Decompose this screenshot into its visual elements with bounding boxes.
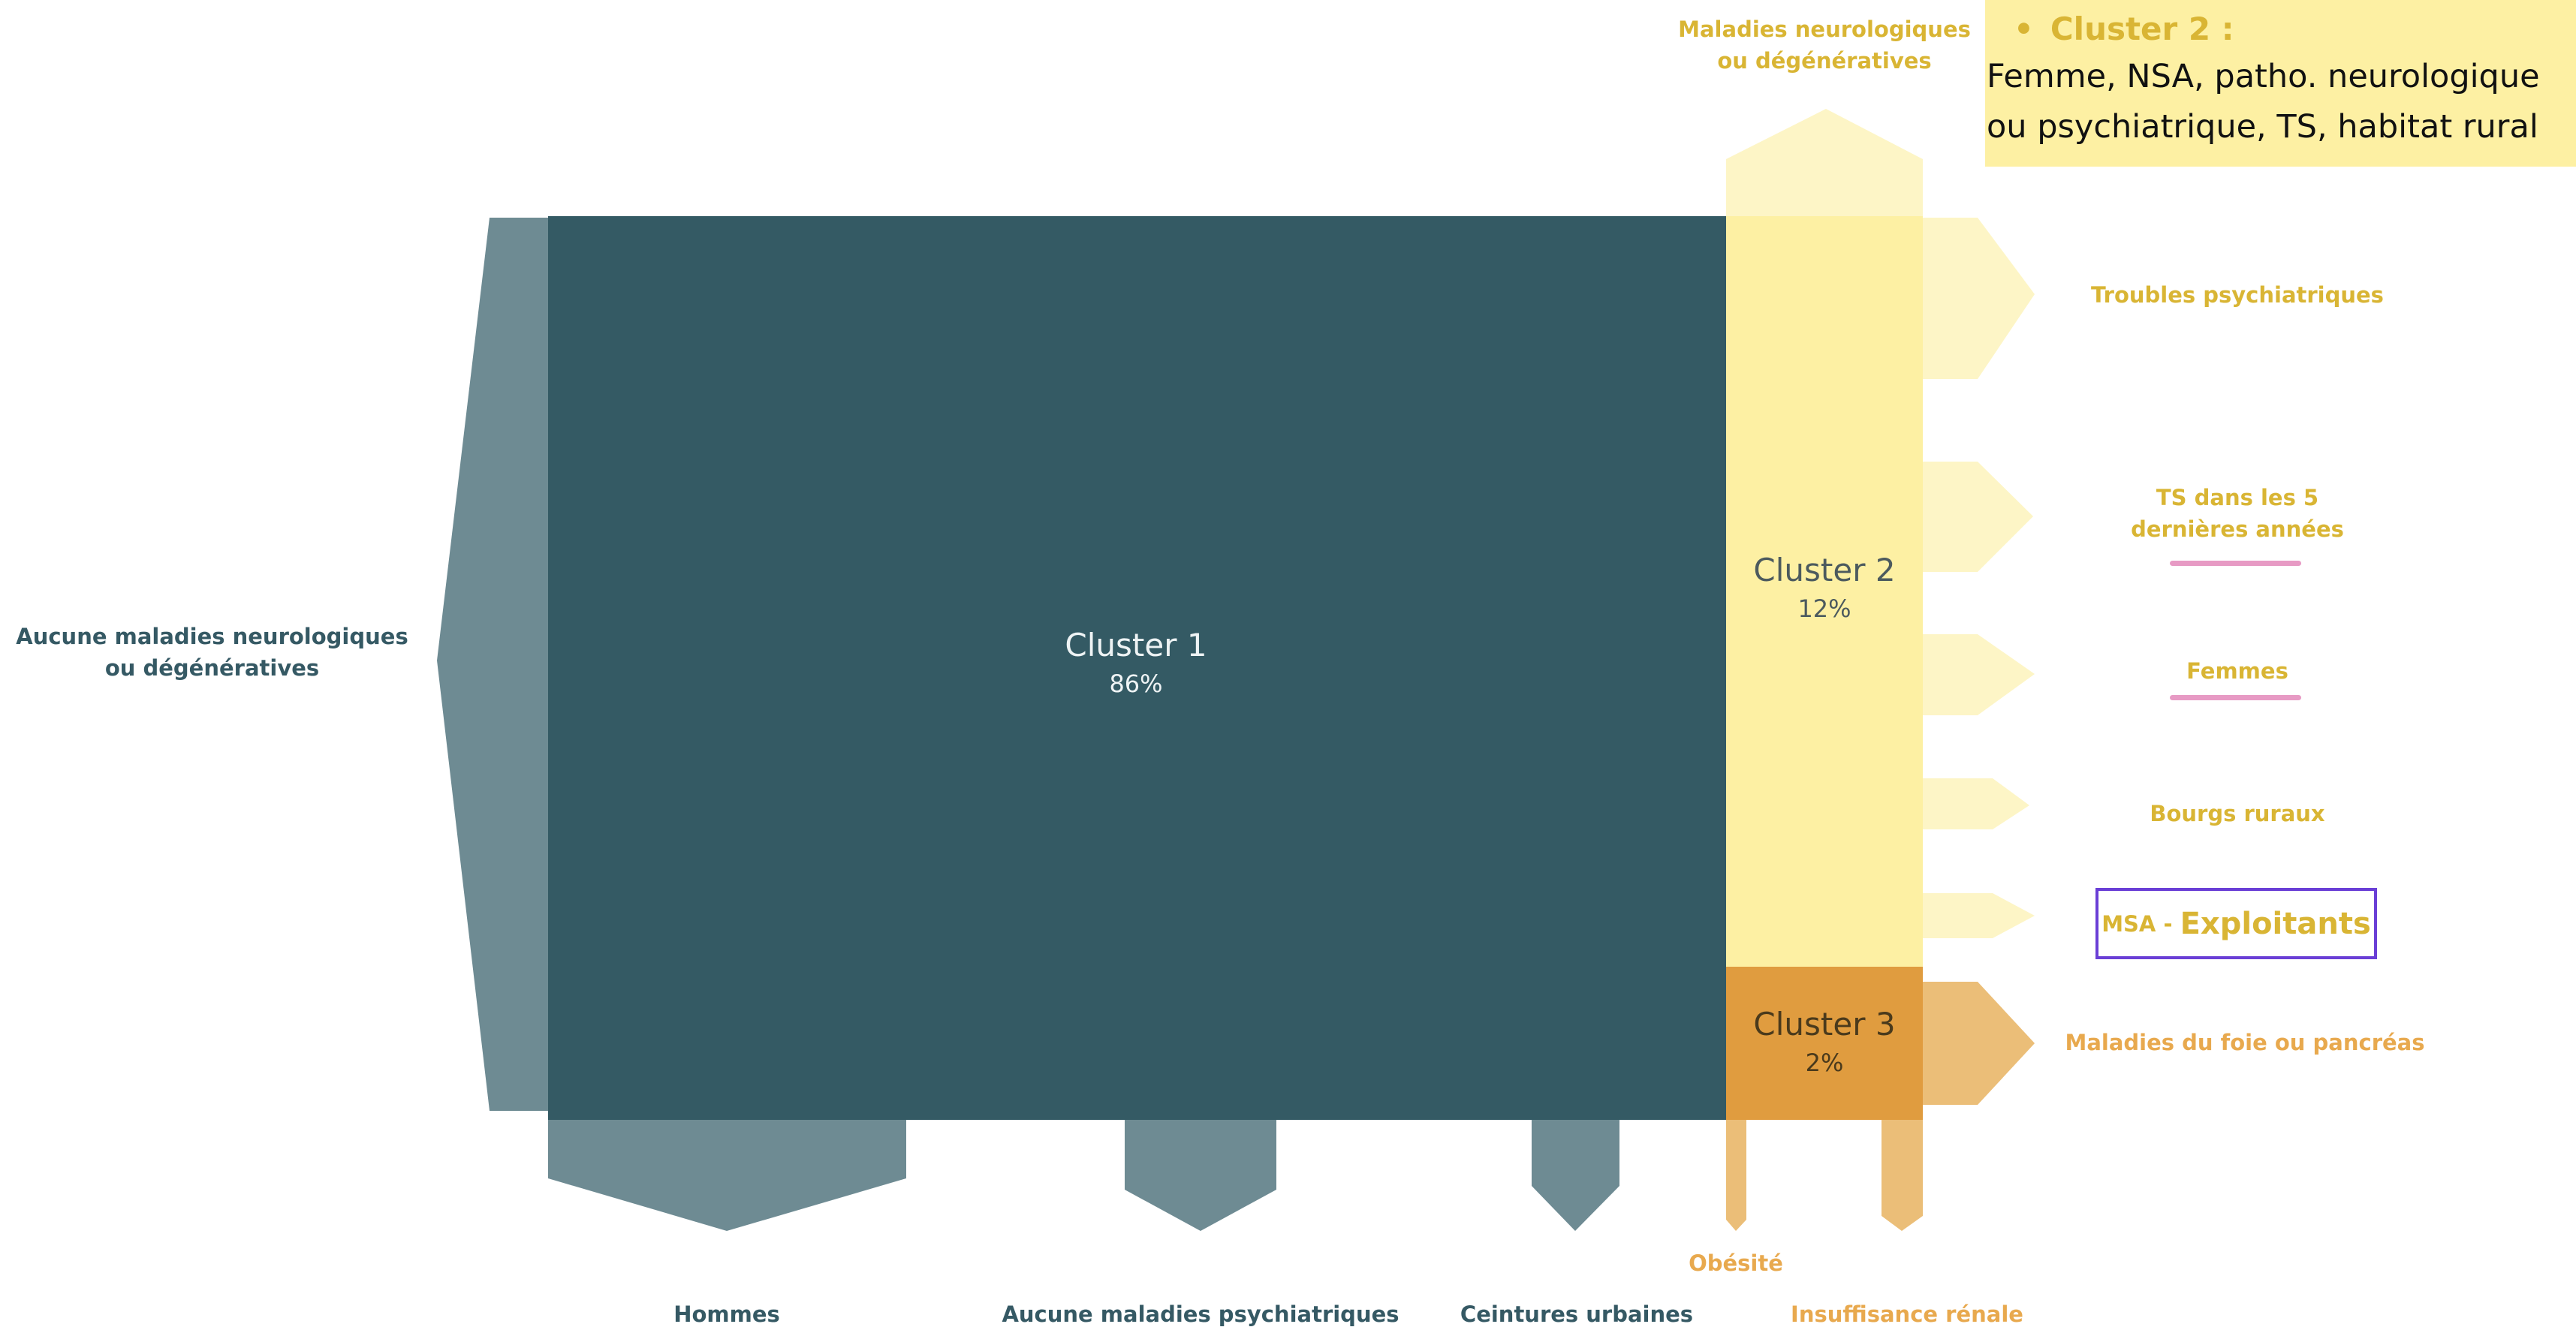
- legend-title: • Cluster 2 :: [2014, 11, 2576, 47]
- arrow-bourgs: [1923, 778, 2029, 829]
- label-no-neuro-line2: ou dégénératives: [104, 655, 320, 682]
- arrow-left-no-neuro: [437, 218, 548, 1111]
- cluster-1-label: Cluster 1 86%: [986, 627, 1286, 698]
- label-neuro-line2: ou dégénératives: [1717, 48, 1932, 74]
- ts-highlight-underline: [2170, 561, 2301, 566]
- label-msa-exploitants: Exploitants: [2180, 906, 2371, 941]
- cluster-2-label: Cluster 2 12%: [1726, 552, 1923, 623]
- label-aucune-psy: Aucune maladies psychiatriques: [1002, 1301, 1399, 1327]
- arrow-insuffisance: [1882, 1118, 1923, 1231]
- cluster-1-percent: 86%: [1109, 670, 1163, 698]
- arrow-ceintures: [1532, 1118, 1619, 1231]
- cluster-1-block: [548, 216, 1726, 1120]
- legend-title-text: Cluster 2 :: [2050, 11, 2234, 47]
- legend-description: Femme, NSA, patho. neurologique ou psych…: [1987, 52, 2576, 152]
- label-troubles: Troubles psychiatriques: [2091, 282, 2384, 308]
- cluster-2-percent: 12%: [1797, 594, 1851, 623]
- label-neuro: Maladies neurologiques ou dégénératives: [1652, 14, 1997, 77]
- cluster-3-percent: 2%: [1805, 1049, 1844, 1077]
- label-femmes: Femmes: [2186, 658, 2288, 684]
- arrow-obesite: [1726, 1118, 1746, 1231]
- arrow-aucune-psy: [1125, 1118, 1276, 1231]
- label-no-neuro-line1: Aucune maladies neurologiques: [16, 624, 408, 649]
- label-foie: Maladies du foie ou pancréas: [2065, 1030, 2425, 1055]
- arrow-msa: [1923, 893, 2035, 938]
- label-bourgs: Bourgs ruraux: [2150, 801, 2325, 826]
- label-neuro-line1: Maladies neurologiques: [1678, 17, 1971, 42]
- label-ceintures: Ceintures urbaines: [1460, 1301, 1694, 1327]
- msa-highlight-box: MSA - Exploitants: [2095, 888, 2377, 959]
- cluster-3-block: [1726, 967, 1923, 1120]
- cluster-2-name: Cluster 2: [1753, 552, 1896, 588]
- arrow-top-neuro: [1726, 109, 1923, 218]
- arrow-troubles: [1923, 218, 2035, 379]
- arrow-ts: [1923, 462, 2033, 572]
- label-ts-line1: TS dans les 5: [2156, 485, 2319, 510]
- arrow-hommes: [548, 1118, 906, 1231]
- cluster-3-label: Cluster 3 2%: [1726, 1006, 1923, 1077]
- cluster-1-name: Cluster 1: [1065, 627, 1207, 663]
- legend-line-1: Femme, NSA, patho. neurologique: [1987, 58, 2540, 95]
- cluster-2-legend: • Cluster 2 : Femme, NSA, patho. neurolog…: [1985, 0, 2576, 167]
- label-no-neuro: Aucune maladies neurologiques ou dégénér…: [0, 621, 424, 684]
- legend-bullet: •: [2014, 11, 2034, 47]
- cluster-2-block: [1726, 216, 1923, 967]
- cluster-3-name: Cluster 3: [1753, 1006, 1896, 1043]
- femmes-highlight-underline: [2170, 695, 2301, 700]
- label-obesite: Obésité: [1689, 1250, 1783, 1276]
- label-ts-line2: dernières années: [2131, 516, 2344, 543]
- label-hommes: Hommes: [673, 1301, 780, 1327]
- label-msa-prefix: MSA -: [2101, 910, 2180, 937]
- label-insuffisance: Insuffisance rénale: [1791, 1301, 2023, 1327]
- legend-line-2: ou psychiatrique, TS, habitat rural: [1987, 108, 2538, 146]
- arrow-femmes: [1923, 634, 2035, 715]
- arrow-foie: [1923, 982, 2035, 1105]
- label-ts: TS dans les 5 dernières années: [2087, 482, 2388, 545]
